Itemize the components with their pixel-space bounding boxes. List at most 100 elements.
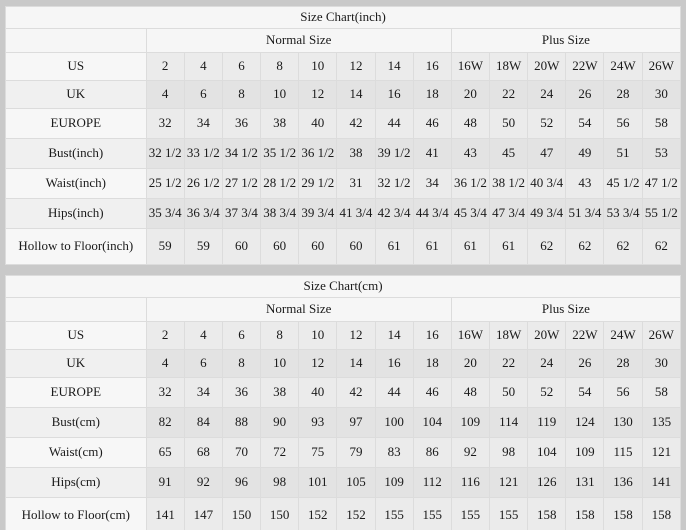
row-label-hollow-to-floor: Hollow to Floor(inch) [5,228,147,265]
cell: 52 [527,108,567,139]
title-row: Size Chart(inch) [5,6,681,29]
cell: 112 [412,467,452,498]
cell: 36 [221,377,262,408]
row-label-europe: EUROPE [5,108,147,139]
row-label-europe: EUROPE [5,377,147,408]
cell: 14 [374,52,414,81]
cell: 38 [260,108,300,139]
cell: 45 [488,138,529,169]
cell: 98 [488,437,529,468]
group-corner-blank [5,28,147,53]
cell: 36 [221,108,262,139]
cell: 10 [298,52,338,81]
cell: 82 [145,407,185,438]
cell: 26W [641,52,682,81]
cell: 12 [336,321,376,350]
cell: 96 [221,467,262,498]
cell: 44 [374,108,414,139]
row-label-waist: Waist(cm) [5,437,147,468]
cell: 75 [298,437,338,468]
cell: 28 [603,80,643,109]
cell: 68 [183,437,223,468]
cell: 51 [603,138,643,169]
cell: 30 [641,80,682,109]
cell: 59 [183,228,223,265]
row-label-uk: UK [5,80,147,109]
cell: 43 [450,138,491,169]
cell: 91 [145,467,185,498]
table-row: US 2 4 6 8 10 12 14 16 16W 18W 20W 22W 2… [5,321,682,350]
cell: 32 1/2 [374,168,414,199]
size-chart-inch-table: Size Chart(inch) Normal Size Plus Size U… [5,6,682,265]
cell: 62 [527,228,567,265]
cell: 20 [450,349,491,378]
cell: 35 3/4 [145,198,185,229]
cell: 158 [603,497,643,530]
cell: 49 3/4 [527,198,567,229]
cell: 10 [260,349,300,378]
cell: 135 [641,407,682,438]
cell: 24 [527,349,567,378]
cell: 20W [527,52,567,81]
cell: 32 [145,377,185,408]
cell: 4 [183,52,223,81]
table-row: Bust(inch) 32 1/2 33 1/2 34 1/2 35 1/2 3… [5,138,682,169]
cell: 62 [641,228,682,265]
cell: 6 [221,52,262,81]
cell: 25 1/2 [145,168,185,199]
cell: 60 [221,228,262,265]
cell: 50 [488,108,529,139]
cell: 33 1/2 [183,138,223,169]
table-row: Bust(cm) 82 84 88 90 93 97 100 104 109 1… [5,407,682,438]
cell: 52 [527,377,567,408]
cell: 109 [565,437,605,468]
cell: 18 [412,80,452,109]
cell: 43 [565,168,605,199]
cell: 45 3/4 [450,198,491,229]
group-header-normal-size: Normal Size [145,297,452,322]
cell: 131 [565,467,605,498]
cell: 12 [298,349,338,378]
cell: 141 [641,467,682,498]
cell: 8 [221,80,262,109]
cell: 41 [412,138,452,169]
cell: 158 [527,497,567,530]
row-label-hips: Hips(cm) [5,467,147,498]
cell: 59 [145,228,185,265]
cell: 14 [336,80,376,109]
cell: 130 [603,407,643,438]
cell: 61 [488,228,529,265]
cell: 58 [641,108,682,139]
cell: 6 [183,349,223,378]
group-header-row: Normal Size Plus Size [5,28,682,53]
cell: 26 [565,80,605,109]
cell: 45 1/2 [603,168,643,199]
cell: 16 [374,80,414,109]
cell: 60 [298,228,338,265]
cell: 121 [488,467,529,498]
table-row: EUROPE 32 34 36 38 40 42 44 46 48 50 52 … [5,108,682,139]
row-label-us: US [5,321,147,350]
cell: 126 [527,467,567,498]
cell: 62 [565,228,605,265]
cell: 101 [298,467,338,498]
cell: 56 [603,377,643,408]
cell: 18W [488,321,529,350]
cell: 28 [603,349,643,378]
cell: 104 [412,407,452,438]
cell: 44 [374,377,414,408]
cell: 147 [183,497,223,530]
cell: 92 [183,467,223,498]
cell: 98 [260,467,300,498]
cell: 40 3/4 [527,168,567,199]
row-label-waist: Waist(inch) [5,168,147,199]
cell: 53 3/4 [603,198,643,229]
cell: 38 3/4 [260,198,300,229]
cell: 93 [298,407,338,438]
cell: 10 [260,80,300,109]
group-header-plus-size: Plus Size [450,297,682,322]
cell: 47 [527,138,567,169]
cell: 136 [603,467,643,498]
cell: 27 1/2 [221,168,262,199]
